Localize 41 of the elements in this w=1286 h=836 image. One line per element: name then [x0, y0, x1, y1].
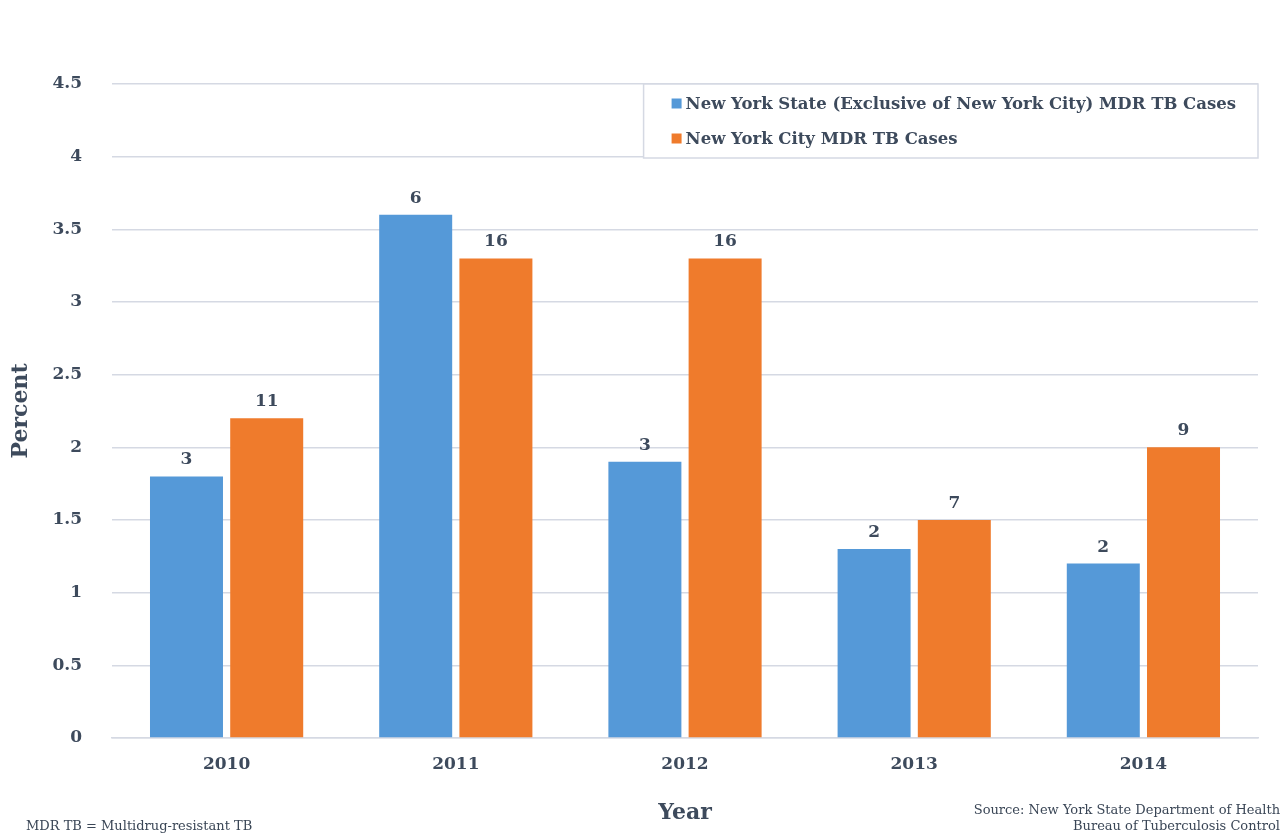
bar [688, 258, 762, 738]
annotation: 9 [1177, 419, 1190, 440]
annotation: 6 [409, 186, 422, 207]
bar [1147, 447, 1221, 738]
bar [837, 549, 911, 738]
x-tick-label: 2013 [890, 752, 938, 773]
bar [1066, 563, 1140, 738]
legend-label: New York City MDR TB Cases [685, 128, 958, 148]
y-tick-label: 1 [70, 581, 82, 602]
bar [917, 520, 991, 738]
bar [379, 214, 453, 738]
annotation: 16 [484, 230, 508, 251]
y-tick-label: 2.5 [52, 363, 82, 384]
annotation: 11 [254, 390, 279, 411]
y-tick-label: 3.5 [52, 217, 82, 238]
bar [608, 461, 682, 738]
annotation: 3 [638, 433, 651, 454]
y-axis-title: Percent [5, 362, 32, 459]
x-tick-label: 2014 [1119, 752, 1168, 773]
annotation: 2 [1097, 535, 1110, 556]
y-tick-label: 4 [70, 145, 83, 166]
y-tick-label: 0 [70, 726, 83, 747]
annotation: 7 [948, 491, 961, 512]
annotation: 16 [713, 230, 737, 251]
bar [459, 258, 533, 738]
y-tick-label: 0.5 [52, 653, 82, 674]
bar [230, 418, 304, 738]
y-tick-label: 2 [70, 435, 82, 456]
y-tick-label: 4.5 [52, 72, 82, 93]
y-tick-label: 1.5 [52, 508, 82, 529]
text: MDR TB = Multidrug-resistant TB [26, 818, 253, 834]
x-tick-label: 2011 [432, 752, 480, 773]
legend-label: New York State (Exclusive of New York City) MDR TB Cases [685, 93, 1237, 113]
annotation: 3 [180, 448, 193, 469]
x-axis-title: Year [657, 797, 713, 824]
x-tick-label: 2012 [661, 752, 709, 773]
x-tick-label: 2010 [202, 752, 251, 773]
annotation: 2 [868, 520, 881, 541]
y-tick-label: 3 [70, 290, 82, 311]
bar [149, 476, 223, 738]
source-note: Source: New York State Department of Health Bureau of Tuberculosis Control [973, 802, 1280, 834]
